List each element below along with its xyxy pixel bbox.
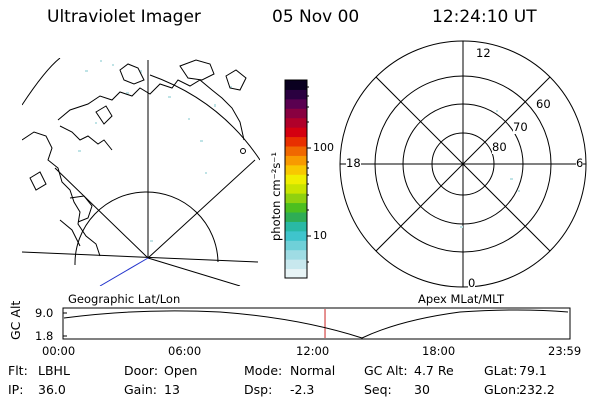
colorbar-segment (285, 230, 307, 241)
status-key: Seq: (364, 382, 392, 397)
mlat-label-80: 80 (492, 140, 507, 154)
status-key: IP: (8, 382, 24, 397)
status-key: GLat: (484, 363, 518, 378)
mlt-label-midnight: 0 (468, 276, 476, 290)
mlat-label-60: 60 (536, 97, 551, 111)
colorbar-tick-label: 100 (313, 141, 334, 154)
colorbar-segment (285, 174, 307, 185)
colorbar-segment (285, 80, 307, 90)
colorbar-segment (285, 183, 307, 194)
colorbar-segment (285, 259, 307, 270)
status-value: Normal (290, 363, 336, 378)
status-key: GLon: (484, 382, 521, 397)
latitude-line (22, 251, 259, 263)
latitude-arc (149, 74, 260, 161)
polar-diagonal-line (375, 76, 551, 252)
colorbar-segment (285, 202, 307, 213)
terminator-line (99, 257, 149, 286)
colorbar-tick-label: 10 (313, 229, 327, 242)
colorbar-segment (285, 146, 307, 156)
mlat-label-70: 70 (513, 120, 528, 134)
altitude-curve (63, 309, 569, 339)
timeline-ylabel: GC Alt (8, 300, 23, 340)
colorbar-segment (285, 249, 307, 260)
status-key: Mode: (244, 363, 283, 378)
colorbar-segment (285, 193, 307, 204)
timeline-xtick: 23:59 (548, 344, 582, 358)
colorbar-segment (285, 221, 307, 232)
status-value: LBHL (38, 363, 70, 378)
timeline-ytick: 9.0 (35, 306, 54, 320)
status-value: -2.3 (290, 382, 315, 397)
status-key: Flt: (8, 363, 28, 378)
colorbar-segment (285, 89, 307, 100)
grid-line (54, 167, 149, 259)
status-value: 232.2 (519, 382, 555, 397)
colorbar-segment (285, 268, 307, 279)
status-value: Open (164, 363, 198, 378)
colorbar-segment (285, 127, 307, 138)
observation-time: 12:24:10 UT (432, 7, 537, 27)
status-key: Gain: (124, 382, 157, 397)
observation-date: 05 Nov 00 (272, 7, 360, 27)
colorbar-segment (285, 240, 307, 251)
colorbar-segment (285, 117, 307, 128)
status-value: 36.0 (38, 382, 66, 397)
colorbar-segment (285, 98, 307, 109)
timeline-xtick: 12:00 (296, 344, 330, 358)
grid-line (147, 159, 256, 259)
timeline-xtick: 18:00 (422, 344, 456, 358)
geo-panel-label: Geographic Lat/Lon (68, 292, 181, 306)
mlt-label-dawn: 6 (576, 156, 584, 170)
colorbar-segment (285, 212, 307, 222)
polar-panel-label: Apex MLat/MLT (418, 292, 505, 306)
timeline-xtick: 00:00 (42, 344, 76, 358)
colorbar-segment (285, 108, 307, 119)
grid-line (147, 257, 241, 286)
colorbar-segment (285, 155, 307, 166)
latitude-arc (22, 58, 61, 106)
aurora-specks (78, 60, 232, 242)
colorbar-segment (285, 136, 307, 147)
colorbar-segment (285, 164, 307, 175)
status-key: Dsp: (244, 382, 273, 397)
coastlines (22, 59, 247, 257)
status-value: 13 (164, 382, 180, 397)
timeline-xtick: 06:00 (168, 344, 202, 358)
status-value: 79.1 (519, 363, 547, 378)
mlt-label-noon: 12 (476, 46, 491, 60)
mlt-label-dusk: 18 (346, 156, 361, 170)
status-key: Door: (124, 363, 159, 378)
status-value: 4.7 Re (414, 363, 454, 378)
status-value: 30 (414, 382, 430, 397)
instrument-title: Ultraviolet Imager (47, 7, 201, 27)
polar-aurora-specks (460, 110, 520, 228)
timeline-ytick: 1.8 (35, 329, 54, 343)
status-key: GC Alt: (364, 363, 408, 378)
latitude-circle (74, 191, 219, 266)
